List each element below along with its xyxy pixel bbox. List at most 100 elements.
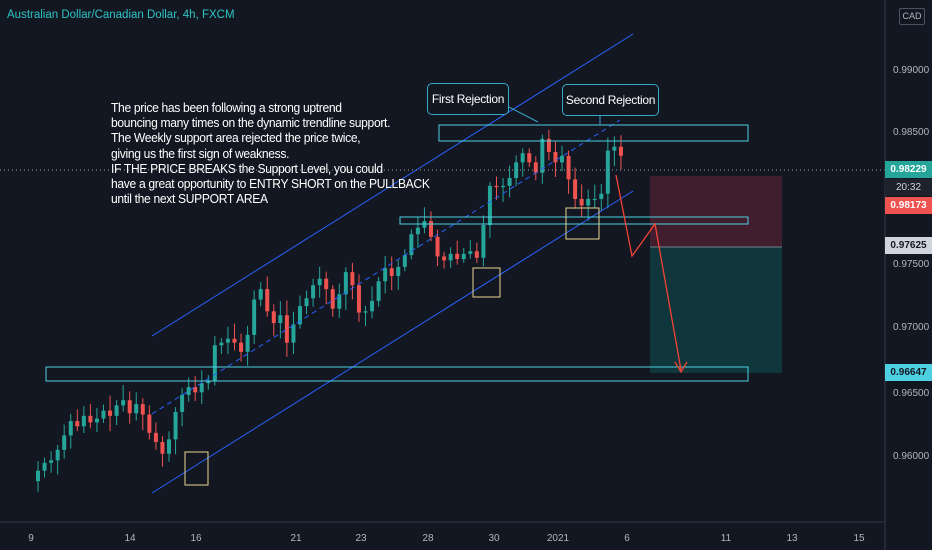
candle-body xyxy=(481,225,486,258)
candle-body xyxy=(415,227,420,235)
price-tick-label: 0.96000 xyxy=(893,451,930,462)
time-tick-label: 23 xyxy=(355,533,367,544)
last-price-tag: 0.98229 xyxy=(885,161,932,178)
price-tick-label: 0.97500 xyxy=(893,259,930,270)
candle-body xyxy=(507,178,512,186)
candle-body xyxy=(140,404,145,415)
second-rejection-callout[interactable]: Second Rejection xyxy=(562,84,659,116)
candle-body xyxy=(134,404,139,414)
candle-body xyxy=(291,324,296,343)
candle-body xyxy=(337,294,342,309)
candle-body xyxy=(573,179,578,199)
stop-price-tag: 0.97625 xyxy=(885,237,932,254)
time-tick-label: 2021 xyxy=(547,533,570,544)
candle-body xyxy=(206,380,211,384)
candle-body xyxy=(252,299,257,335)
candle-body xyxy=(212,345,217,381)
candle-body xyxy=(186,387,191,395)
candle-body xyxy=(180,394,185,412)
candle-body xyxy=(455,253,460,260)
candle-body xyxy=(618,146,623,156)
analysis-line: IF THE PRICE BREAKS the Support Level, y… xyxy=(111,160,383,176)
candle-body xyxy=(363,311,368,313)
take-profit-zone xyxy=(650,247,782,373)
time-tick-label: 15 xyxy=(853,533,865,544)
candle-body xyxy=(258,289,263,300)
price-tick-label: 0.97000 xyxy=(893,322,930,333)
analysis-note[interactable]: The price has been following a strong up… xyxy=(111,100,430,207)
candle-body xyxy=(599,193,604,199)
candle-body xyxy=(442,256,447,261)
bounce-box xyxy=(184,451,209,486)
time-tick-label: 21 xyxy=(290,533,302,544)
candle-body xyxy=(225,338,230,343)
analysis-line: until the next SUPPORT AREA xyxy=(111,191,268,207)
candle-body xyxy=(317,278,322,286)
candle-body xyxy=(402,255,407,267)
candle-body xyxy=(396,266,401,277)
currency-badge[interactable]: CAD xyxy=(899,8,925,25)
channel-lower-line xyxy=(151,190,634,494)
candle-body xyxy=(68,421,73,436)
candle-body xyxy=(173,411,178,440)
candle-body xyxy=(232,338,237,343)
candle-body xyxy=(49,460,54,463)
time-tick-label: 13 xyxy=(786,533,798,544)
time-tick-label: 14 xyxy=(124,533,136,544)
candle-body xyxy=(429,221,433,237)
time-tick-label: 9 xyxy=(28,533,34,544)
weekly-support-zone xyxy=(399,216,749,225)
symbol-title: Australian Dollar/Canadian Dollar, 4h, F… xyxy=(7,9,235,21)
candle-body xyxy=(383,268,388,282)
projected-path xyxy=(615,174,682,371)
price-tick-label: 0.99000 xyxy=(893,65,930,76)
candle-body xyxy=(540,138,545,173)
candle-body xyxy=(42,462,47,471)
candle-body xyxy=(474,251,479,258)
candle-body xyxy=(533,162,538,173)
candle-body xyxy=(199,383,204,393)
analysis-line: The price has been following a strong up… xyxy=(111,100,342,115)
candle-body xyxy=(468,251,473,254)
candle-body xyxy=(409,234,414,256)
candle-body xyxy=(219,342,224,346)
candle-body xyxy=(278,315,283,324)
channel-upper-line xyxy=(151,33,634,337)
candle-body xyxy=(605,150,610,194)
candle-body xyxy=(75,421,80,427)
candle-body xyxy=(239,342,244,352)
candle-body xyxy=(101,410,106,419)
price-tick-label: 0.96500 xyxy=(893,388,930,399)
candle-body xyxy=(81,415,86,427)
analysis-line: bouncing many times on the dynamic trend… xyxy=(111,115,391,131)
candle-body xyxy=(324,278,329,290)
candle-body xyxy=(265,289,270,312)
candle-body xyxy=(147,414,152,433)
bounce-box xyxy=(565,207,600,240)
candle-body xyxy=(592,198,597,200)
candle-body xyxy=(579,198,584,206)
candle-body xyxy=(36,470,40,482)
candle-body xyxy=(356,285,361,313)
candle-body xyxy=(376,281,381,301)
target-price-tag: 0.96647 xyxy=(885,364,932,381)
bar-countdown-tag: 20:32 xyxy=(885,179,932,196)
candle-body xyxy=(487,185,492,226)
candle-body xyxy=(193,387,198,393)
candle-body xyxy=(62,435,67,450)
candle-body xyxy=(167,439,171,454)
time-tick-label: 30 xyxy=(488,533,500,544)
first-rejection-callout[interactable]: First Rejection xyxy=(427,83,509,115)
candle-body xyxy=(435,236,440,257)
candle-body xyxy=(566,155,571,180)
analysis-line: have a great opportunity to ENTRY SHORT … xyxy=(111,176,430,192)
time-tick-label: 28 xyxy=(422,533,434,544)
analysis-line: The Weekly support area rejected the pri… xyxy=(111,130,361,146)
candle-body xyxy=(153,432,158,442)
candle-body xyxy=(245,334,250,352)
candle-body xyxy=(298,306,302,325)
time-tick-label: 11 xyxy=(721,533,732,544)
candle-body xyxy=(553,151,558,163)
